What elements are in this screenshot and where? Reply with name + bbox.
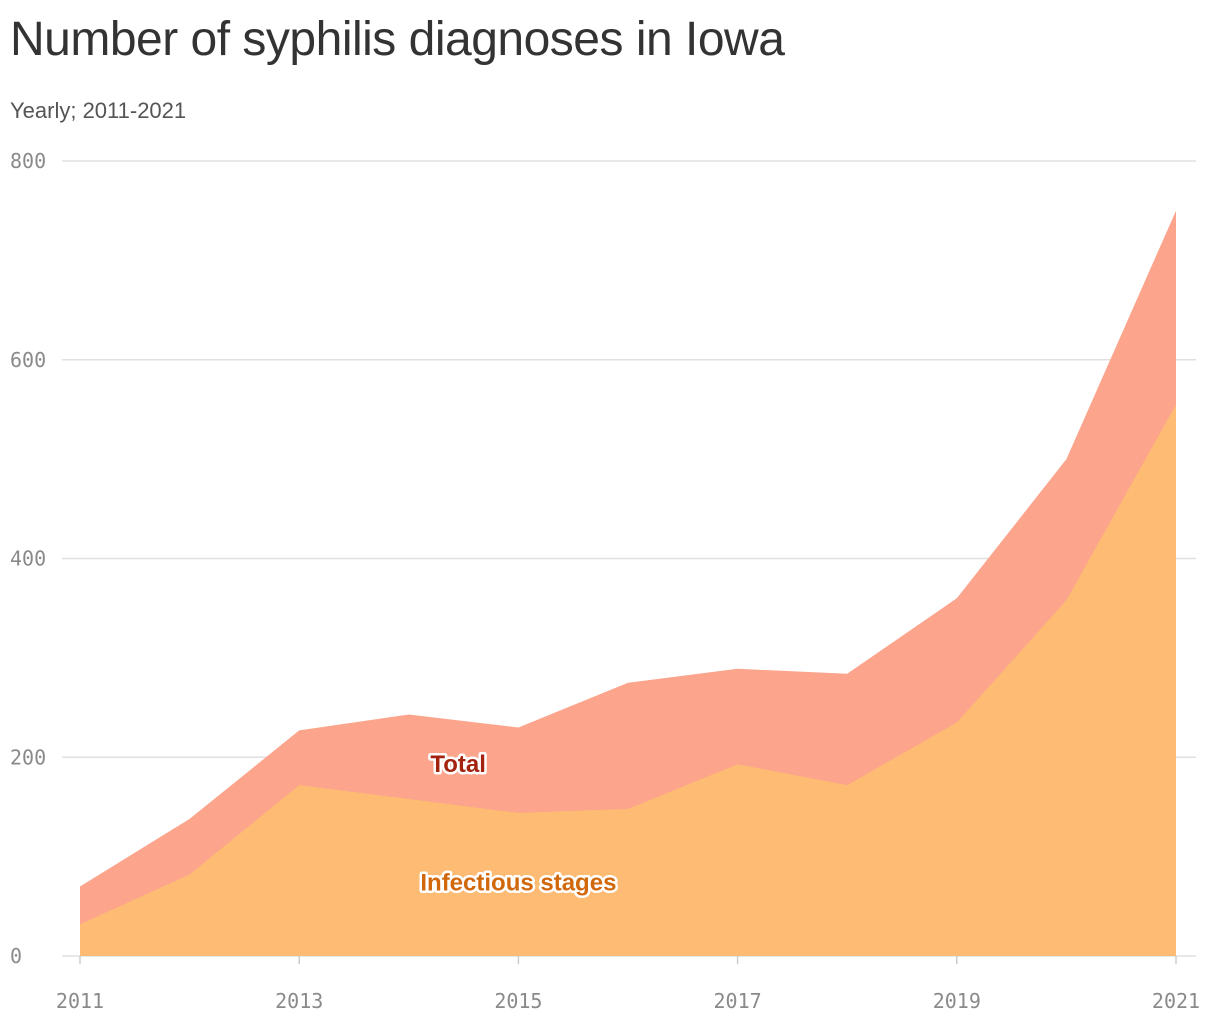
- y-tick-label: 200: [10, 745, 46, 769]
- x-tick-label: 2017: [714, 989, 762, 1013]
- y-tick-label: 600: [10, 348, 46, 372]
- x-tick-label: 2015: [494, 989, 542, 1013]
- axis-layer: 0 200 400 600 800 2011 2013 2015 2017 2019 2021: [10, 149, 1200, 1013]
- chart-title: Number of syphilis diagnoses in Iowa: [10, 13, 785, 66]
- y-tick-label: 0: [10, 944, 22, 968]
- area-layer: [80, 210, 1176, 956]
- x-tick-label: 2011: [56, 989, 104, 1013]
- y-tick-label: 800: [10, 149, 46, 173]
- y-tick-label: 400: [10, 547, 46, 571]
- chart-subtitle: Yearly; 2011-2021: [10, 98, 187, 123]
- x-tick-label: 2021: [1152, 989, 1200, 1013]
- series-label-infectious-stages: Infectious stages: [420, 869, 616, 896]
- label-layer: Total Infectious stages: [418, 749, 619, 899]
- x-tick-label: 2019: [933, 989, 981, 1013]
- x-tick-label: 2013: [275, 989, 323, 1013]
- series-area-infectious-stages: [80, 404, 1176, 956]
- series-label-total: Total: [430, 751, 486, 778]
